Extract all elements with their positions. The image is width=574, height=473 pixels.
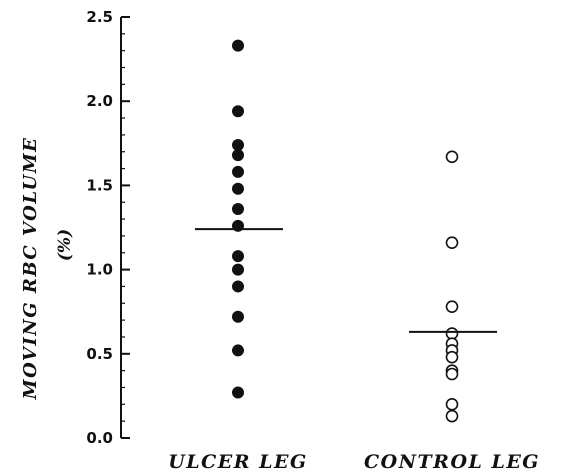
control-leg-point — [445, 350, 459, 364]
ulcer-leg-point — [232, 138, 244, 151]
ulcer-leg-point — [232, 182, 244, 195]
ulcer-leg-point — [232, 263, 244, 276]
y-axis-unit: (%) — [55, 229, 75, 261]
y-tick-label: 1.0 — [86, 261, 113, 279]
ulcer-leg-point — [232, 386, 244, 399]
ulcer-leg-point — [232, 202, 244, 215]
ulcer-leg-point — [232, 149, 244, 162]
control-leg-point — [445, 367, 459, 381]
y-tick-label: 0.5 — [86, 345, 113, 363]
ulcer-leg-point — [232, 280, 244, 293]
y-tick-label: 1.5 — [86, 176, 113, 194]
control-leg-point — [445, 398, 459, 411]
ulcer-leg-point — [232, 344, 244, 357]
ulcer-leg-point — [232, 250, 244, 263]
y-axis-title: MOVING RBC VOLUME — [20, 137, 41, 401]
ulcer-leg-point — [232, 310, 244, 323]
ulcer-leg-point — [232, 165, 244, 178]
mean-lines — [195, 228, 497, 333]
y-tick-labels: 0.0 0.5 1.0 1.5 2.0 2.5 — [86, 8, 113, 447]
control-leg-point — [445, 409, 459, 423]
y-axis-ticks — [121, 16, 130, 439]
category-label: CONTROL LEG — [364, 451, 540, 473]
ulcer-leg-point — [232, 105, 244, 118]
control-leg-point — [445, 300, 459, 313]
y-tick-label: 0.0 — [86, 429, 113, 447]
y-tick-label: 2.5 — [86, 8, 113, 26]
category-label: ULCER LEG — [168, 451, 308, 473]
category-labels: ULCER LEG CONTROL LEG — [168, 451, 540, 473]
y-tick-label: 2.0 — [86, 92, 113, 110]
control-leg-point — [445, 236, 459, 249]
control-leg-point — [445, 150, 459, 164]
ulcer-leg-point — [232, 39, 244, 52]
data-points — [232, 39, 459, 423]
